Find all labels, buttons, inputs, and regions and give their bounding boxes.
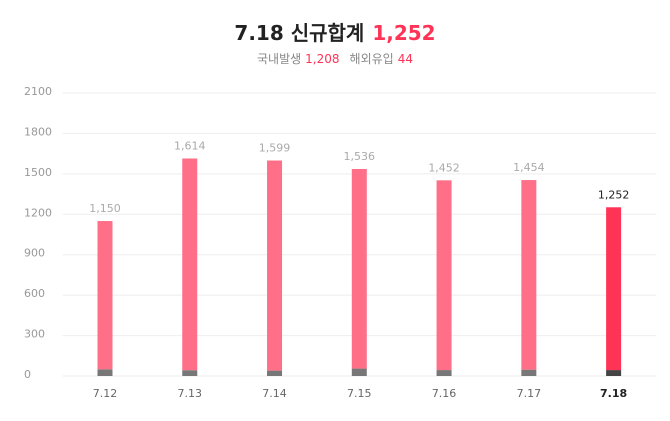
title-text: 7.18 신규합계	[234, 21, 364, 45]
y-tick-label: 600	[24, 287, 45, 300]
bar-segment	[606, 370, 622, 376]
y-tick-label: 1200	[24, 206, 52, 219]
bar-segment	[267, 160, 283, 371]
total-label: 1,452	[428, 161, 460, 174]
y-tick-label: 1800	[24, 125, 52, 138]
chart-title: 7.18 신규합계 1,252	[234, 21, 435, 45]
x-tick-label: 7.12	[93, 387, 118, 400]
bar-segment	[267, 370, 283, 376]
total-label: 1,252	[598, 188, 630, 201]
bar-segment	[606, 207, 622, 371]
bar-segment	[521, 180, 537, 370]
bar-segment	[97, 369, 113, 376]
x-tick-label: 7.13	[178, 387, 203, 400]
bar-segment	[351, 368, 367, 376]
bar-segment	[182, 158, 198, 371]
bar-segment	[436, 180, 452, 371]
bar-segment	[436, 370, 452, 376]
bar-segment	[97, 221, 113, 370]
subtitle-value: 1,208	[305, 52, 339, 66]
y-tick-label: 2100	[24, 85, 52, 98]
title-total: 1,252	[372, 21, 435, 45]
subtitle-label: 해외유입	[350, 52, 394, 66]
subtitle-label: 국내발생	[257, 52, 301, 66]
subtitle: 국내발생 1,208 해외유입 44	[257, 52, 413, 66]
bar-segment	[521, 369, 537, 376]
bar-segment	[351, 169, 367, 369]
x-tick-label: 7.17	[517, 387, 542, 400]
y-tick-label: 300	[24, 328, 45, 341]
total-label: 1,614	[174, 139, 206, 152]
x-tick-label: 7.15	[347, 387, 372, 400]
total-label: 1,536	[344, 150, 376, 163]
x-tick-label: 7.16	[432, 387, 457, 400]
x-tick-label: 7.18	[600, 387, 627, 400]
total-label: 1,150	[89, 202, 121, 215]
total-label: 1,599	[259, 142, 291, 155]
total-label: 1,454	[513, 161, 545, 174]
y-tick-label: 900	[24, 247, 45, 260]
subtitle-value: 44	[398, 52, 413, 66]
bar-segment	[182, 370, 198, 376]
x-tick-label: 7.14	[262, 387, 287, 400]
y-tick-label: 1500	[24, 166, 52, 179]
y-tick-label: 0	[24, 368, 31, 381]
